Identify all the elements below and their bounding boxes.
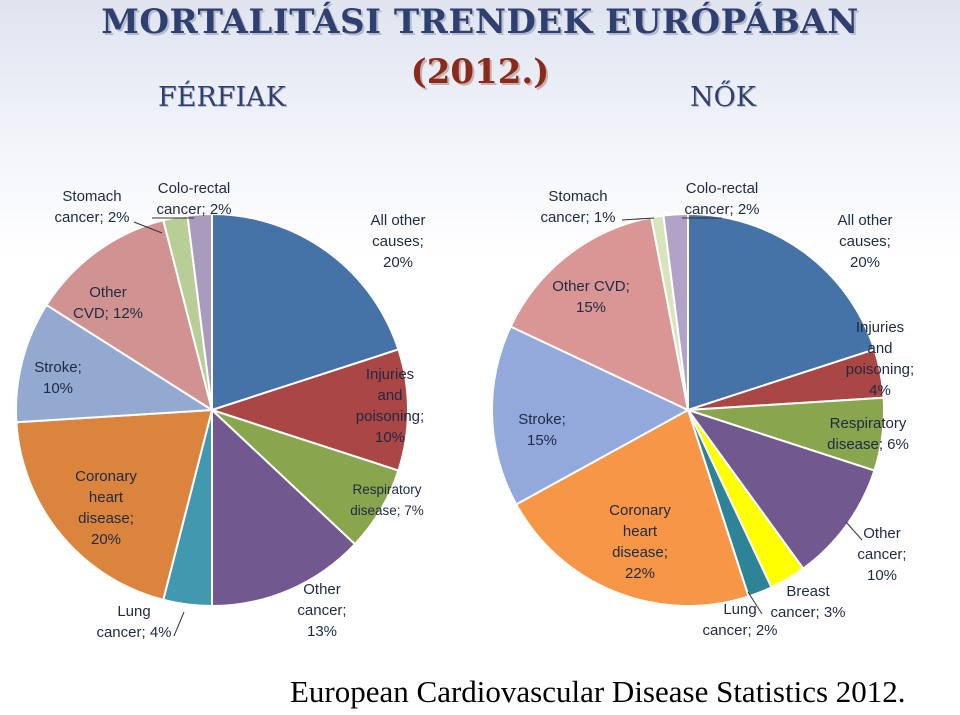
men-label-stomach-cancer: Stomach cancer; 2%	[54, 188, 129, 226]
women-label-breast-cancer: Breast cancer; 3%	[770, 583, 845, 621]
men-slice-injuries-and-poisoning	[208, 348, 409, 472]
women-slice-coronary-heart-disease	[514, 408, 750, 607]
women-label-colo-rectal-cancer: Colo-rectal cancer; 2%	[684, 180, 759, 218]
men-label-colo-rectal-cancer: Colo-rectal cancer; 2%	[156, 180, 231, 218]
women-label-all-other-causes: All other causes; 20%	[837, 212, 892, 271]
men-label-all-other-causes: All other causes; 20%	[370, 212, 425, 271]
women-label-lung-cancer: Lung cancer; 2%	[702, 601, 777, 639]
women-slice-stroke	[491, 325, 691, 506]
women-slice-other-cvd	[509, 216, 690, 412]
women-slice-colo-rectal-cancer	[662, 212, 689, 411]
women-leader-lung-cancer	[747, 591, 763, 615]
men-leader-stomach-cancer	[133, 221, 163, 234]
men-label-injuries-and-poisoning: Injuries and poisoning; 10%	[356, 366, 424, 446]
men-pie	[15, 212, 409, 608]
men-slice-other-cvd	[45, 218, 214, 413]
men-label-coronary-heart-disease: Coronary heart disease; 20%	[75, 468, 137, 548]
women-label-other-cvd: Other CVD; 15%	[552, 278, 630, 316]
women-label-other-cancer: Other cancer; 10%	[857, 525, 906, 584]
women-label-stroke: Stroke; 15%	[518, 411, 566, 449]
women-slice-all-other-causes	[687, 212, 876, 412]
men-chart-title: FÉRFIAK	[158, 82, 286, 113]
source-footer: European Cardiovascular Disease Statisti…	[290, 674, 906, 709]
women-label-stomach-cancer: Stomach cancer; 1%	[540, 188, 615, 226]
men-slice-coronary-heart-disease	[15, 408, 214, 602]
men-label-lung-cancer: Lung cancer; 4%	[96, 603, 171, 641]
women-chart-title: NŐK	[690, 82, 756, 113]
men-leader-lung-cancer	[173, 611, 185, 637]
women-label-coronary-heart-disease: Coronary heart disease; 22%	[609, 502, 671, 582]
main-title-year: (2012.)	[410, 52, 550, 92]
women-slice-other-cancer	[685, 408, 876, 570]
women-label-injuries-and-poisoning: Injuries and poisoning; 4%	[846, 319, 914, 399]
women-pie	[491, 212, 885, 607]
men-label-respiratory-disease: Respiratory disease; 7%	[350, 482, 424, 518]
men-label-other-cvd: Other CVD; 12%	[73, 284, 143, 322]
main-title: MORTALITÁSI TRENDEK EURÓPÁBAN	[101, 2, 859, 42]
men-label-stroke: Stroke; 10%	[34, 359, 82, 397]
men-slice-colo-rectal-cancer	[186, 212, 213, 411]
men-slice-other-cancer	[211, 407, 357, 608]
women-leader-stomach-cancer	[621, 217, 655, 221]
women-label-respiratory-disease: Respiratory disease; 6%	[827, 415, 909, 453]
men-label-other-cancer: Other cancer; 13%	[297, 581, 346, 640]
women-leader-other-cancer	[845, 521, 863, 541]
men-slice-all-other-causes	[211, 212, 400, 412]
men-slice-stroke	[15, 303, 216, 424]
